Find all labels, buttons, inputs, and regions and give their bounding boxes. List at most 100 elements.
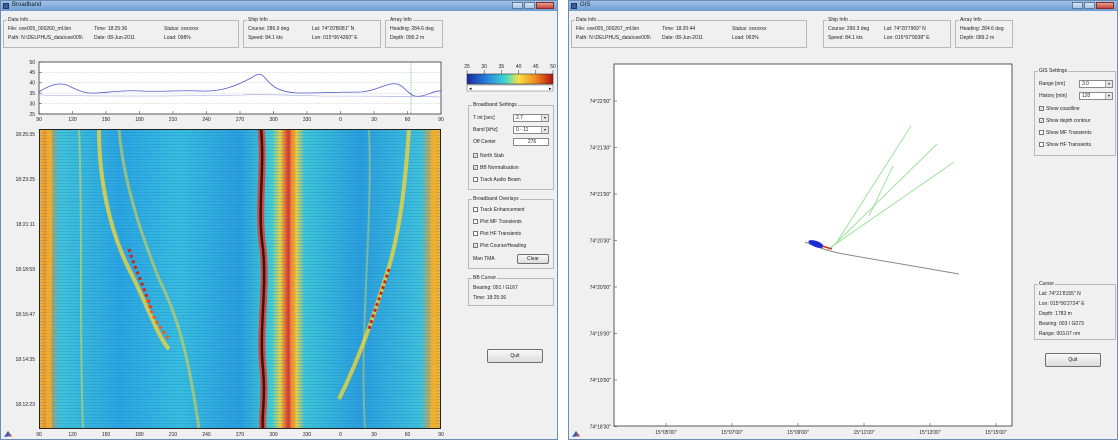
checkbox-unchecked-icon bbox=[1039, 130, 1044, 135]
tint-select[interactable]: 2.7 ▾ bbox=[513, 114, 549, 122]
north-stab-checkbox[interactable]: ✓ North Stab bbox=[473, 152, 504, 159]
group-title: Array Info bbox=[959, 17, 983, 23]
status-label: Status: xxxxxxx bbox=[732, 26, 767, 32]
x-tick-label: 90 bbox=[438, 117, 444, 123]
matlab-logo-icon bbox=[572, 431, 580, 437]
latitude-tick-label: 74°19'00" bbox=[590, 378, 612, 384]
bearing-tick-label: 0 bbox=[339, 432, 342, 438]
show-depth-contour-checkbox[interactable]: ✓ Show depth contour bbox=[1039, 117, 1090, 124]
lon-label: Lon: 015°06'4260" E bbox=[312, 35, 358, 41]
x-tick-label: 240 bbox=[202, 117, 211, 123]
bearing-tick-label: 150 bbox=[102, 432, 111, 438]
window-title: GIS bbox=[580, 2, 591, 8]
slider-right-icon[interactable]: ▸ bbox=[549, 86, 552, 92]
latitude-tick-label: 74°18'30" bbox=[590, 424, 612, 430]
checkbox-label: North Stab bbox=[480, 152, 504, 159]
slider-left-icon[interactable]: ◂ bbox=[469, 86, 472, 92]
x-tick-label: 270 bbox=[236, 117, 245, 123]
y-tick-label: 35 bbox=[29, 91, 35, 97]
chevron-down-icon: ▾ bbox=[541, 115, 548, 121]
offcenter-input[interactable]: 276 bbox=[513, 138, 549, 146]
band-select[interactable]: 0 - 11 ▾ bbox=[513, 126, 549, 134]
x-tick-label: 90 bbox=[36, 117, 42, 123]
x-tick-label: 150 bbox=[102, 117, 111, 123]
time-tick-label: 18:25:35 bbox=[16, 132, 36, 138]
ship-info-group: Ship Info Course: 290.3 deg Speed: 84.1 … bbox=[823, 17, 951, 48]
checkbox-label: Show HF Transients bbox=[1046, 141, 1092, 148]
colorbar-slider[interactable] bbox=[466, 84, 554, 92]
minimize-button[interactable] bbox=[512, 2, 523, 9]
waterfall-plot[interactable] bbox=[39, 129, 441, 429]
maximize-button[interactable] bbox=[524, 2, 535, 9]
show-coastline-checkbox[interactable]: ✓ Show coastline bbox=[1039, 105, 1080, 112]
plot-hf-transients-checkbox[interactable]: Plot HF Transients bbox=[473, 230, 521, 237]
bearing-tick-label: 300 bbox=[269, 432, 278, 438]
gis-window: GIS Data Info File: cee005_000267_mf.bin… bbox=[568, 0, 1118, 440]
longitude-tick-label: 15°15'00" bbox=[985, 430, 1007, 436]
array-info-group: Array Info Heading: 284.6 deg Depth: 090… bbox=[385, 17, 443, 48]
checkbox-label: Plot Course/Heading bbox=[480, 242, 527, 249]
checkbox-label: Plot HF Transients bbox=[480, 230, 522, 237]
group-title: Ship Info bbox=[827, 17, 849, 23]
level-plot[interactable]: 50 45 40 35 30 25 90 120 150 180 210 240 270 300 330 0… bbox=[1, 56, 451, 126]
group-title: Ship Info bbox=[247, 17, 269, 23]
plot-course-heading-checkbox[interactable]: ✓ Plot Course/Heading bbox=[473, 242, 526, 249]
range-select[interactable]: 3.0 ▾ bbox=[1079, 80, 1113, 88]
path-label: Path: N:\DELPHUS_data\cee005\ bbox=[576, 35, 651, 41]
depth-label: Depth: 090.2 m bbox=[390, 35, 425, 41]
gis-settings-group: GIS Settings Range [nm] 3.0 ▾ History [mi… bbox=[1034, 68, 1116, 156]
x-tick-label: 60 bbox=[405, 117, 411, 123]
group-title: BB Cursor bbox=[472, 275, 498, 281]
map-plot[interactable]: 74°22'00" 74°21'30" 74°21'00" 74°20'30" 74°2… bbox=[569, 56, 1039, 440]
chevron-down-icon: ▾ bbox=[1105, 81, 1112, 87]
load-label: Load: 098% bbox=[164, 35, 191, 41]
group-title: Array Info bbox=[389, 17, 413, 23]
cursor-lon-label: Lon: 015°06'2724" E bbox=[1039, 301, 1085, 307]
close-button[interactable] bbox=[536, 2, 554, 9]
plot-mf-transients-checkbox[interactable]: Plot MF Transients bbox=[473, 218, 522, 225]
title-bar[interactable]: Broadband bbox=[1, 1, 557, 11]
checkbox-label: Show coastline bbox=[1046, 105, 1080, 112]
colorbar[interactable]: 25 30 35 40 45 50 ◂ ▸ bbox=[463, 56, 557, 96]
bearing-tick-label: 90 bbox=[36, 432, 42, 438]
bearing-label: Bearing: 091 / G167 bbox=[473, 285, 518, 291]
colorbar-tick-label: 35 bbox=[499, 64, 505, 70]
chevron-down-icon: ▾ bbox=[1105, 93, 1112, 99]
quit-button[interactable]: Quit bbox=[1045, 353, 1101, 367]
show-mf-transients-checkbox[interactable]: Show MF Transients bbox=[1039, 129, 1092, 136]
title-bar[interactable]: GIS bbox=[569, 1, 1117, 11]
cursor-bearing-label: Bearing: 003 / G073 bbox=[1039, 321, 1084, 327]
checkbox-label: Show depth contour bbox=[1046, 117, 1091, 124]
group-title: Cursor bbox=[1038, 281, 1056, 287]
group-title: GIS Settings bbox=[1038, 68, 1069, 74]
time-tick-label: 18:14:35 bbox=[16, 357, 36, 363]
y-tick-label: 25 bbox=[29, 112, 35, 118]
quit-button[interactable]: Quit bbox=[487, 349, 543, 363]
history-select[interactable]: 120 ▾ bbox=[1079, 92, 1113, 100]
history-label: History [min] bbox=[1039, 93, 1067, 99]
close-button[interactable] bbox=[1096, 2, 1114, 9]
bearing-tick-label: 30 bbox=[371, 432, 377, 438]
band-label: Band [kHz] bbox=[473, 127, 498, 133]
clear-button[interactable]: Clear bbox=[517, 254, 549, 264]
track-enhancement-checkbox[interactable]: Track Enhancement bbox=[473, 206, 525, 213]
x-tick-label: 30 bbox=[371, 117, 377, 123]
latitude-tick-label: 74°20'00" bbox=[590, 285, 612, 291]
tint-label: T int [sec] bbox=[473, 115, 495, 121]
level-trace bbox=[38, 73, 442, 97]
time-tick-label: 18:12:23 bbox=[16, 402, 36, 408]
maximize-button[interactable] bbox=[1084, 2, 1095, 9]
bearing-tick-label: 90 bbox=[438, 432, 444, 438]
colorbar-tick-label: 45 bbox=[533, 64, 539, 70]
longitude-tick-label: 15°05'00" bbox=[655, 430, 677, 436]
checkbox-checked-icon: ✓ bbox=[473, 243, 478, 248]
checkbox-label: Track Audio Beam bbox=[480, 176, 521, 183]
speed-label: Speed: 84.1 kts bbox=[828, 35, 863, 41]
show-hf-transients-checkbox[interactable]: Show HF Transients bbox=[1039, 141, 1091, 148]
colorbar-tick-label: 30 bbox=[481, 64, 487, 70]
bb-normalisation-checkbox[interactable]: ✓ BB Normalisation bbox=[473, 164, 519, 171]
path-label: Path: N:\DELPHUS_data\cee005\ bbox=[8, 35, 83, 41]
cursor-time-label: Time: 18:25:36 bbox=[473, 295, 507, 301]
minimize-button[interactable] bbox=[1072, 2, 1083, 9]
track-audio-beam-checkbox[interactable]: Track Audio Beam bbox=[473, 176, 521, 183]
